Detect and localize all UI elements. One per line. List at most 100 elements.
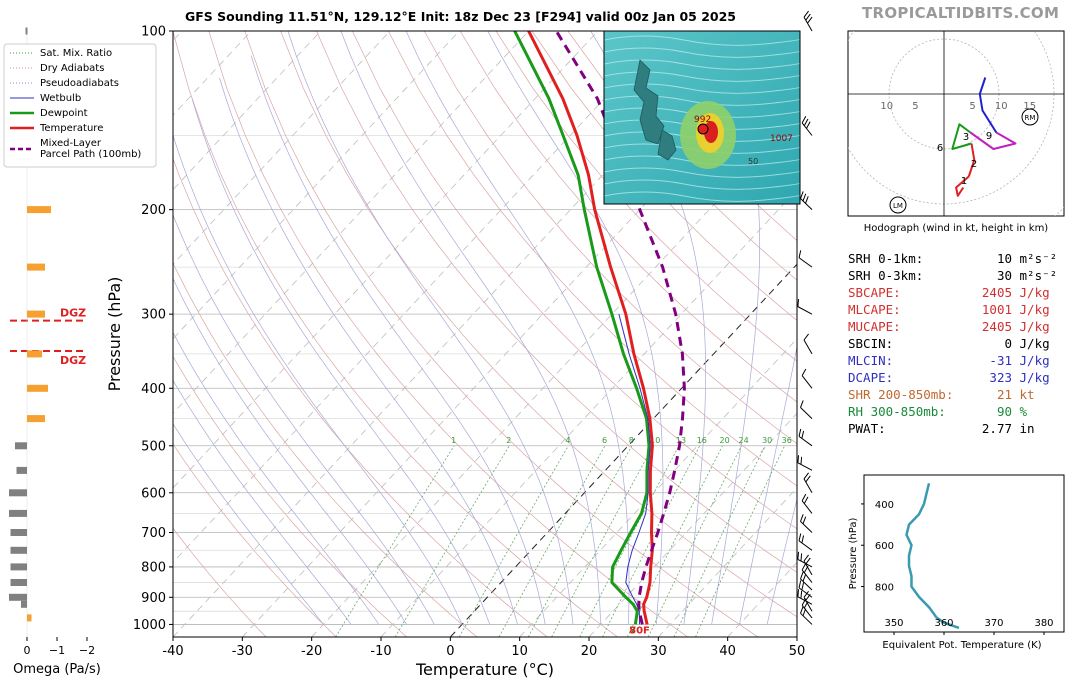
parameter-label: SBCIN: — [848, 336, 894, 351]
omega-bar — [27, 350, 42, 358]
omega-bar — [27, 614, 32, 622]
legend-label-line: Wetbulb — [40, 93, 81, 104]
legend-label-line: Parcel Path (100mb) — [40, 149, 141, 160]
barb-staff — [797, 462, 813, 471]
y-tick-label: 200 — [141, 203, 166, 218]
barb-staff — [801, 375, 813, 389]
omega-bar — [27, 384, 48, 392]
barb-flag — [798, 580, 802, 588]
pseudoadiabat — [173, 379, 352, 625]
hodograph-panel: 10 5 5 10 15 12 3 6 9 RM LM Hodograph (wind in kt, … — [847, 30, 1065, 234]
barb-flag — [805, 475, 811, 483]
hodograph-ring-label: 5 — [969, 101, 975, 112]
omega-bar — [27, 263, 45, 271]
omega-bar — [27, 206, 51, 214]
series-mixed-layer-parcel-path-100mb- — [555, 31, 686, 625]
barb-staff — [798, 257, 813, 268]
mixing-ratio-line — [527, 445, 633, 637]
omega-bar — [21, 600, 27, 608]
legend: Sat. Mix. Ratio Dry Adiabats Pseudoadiabat… — [3, 43, 157, 168]
wind-barb — [798, 533, 813, 551]
parameter-number: 2405 — [981, 285, 1012, 300]
inset-map: 992 1007 50 — [604, 31, 800, 204]
x-tick-label: 30 — [650, 644, 667, 659]
mixing-ratio-label: 2 — [506, 436, 511, 445]
dry-adiabat — [352, 31, 797, 530]
omega-bar — [27, 310, 45, 318]
wind-barb — [803, 333, 813, 355]
hodograph-segment — [955, 175, 970, 197]
barb-flag — [803, 118, 809, 126]
dry-adiabat — [316, 31, 797, 573]
parameter-label: PWAT: — [848, 421, 886, 436]
pseudoadiabat — [340, 31, 602, 625]
theta-e-line — [905, 483, 960, 630]
hodograph-marker-circle — [889, 196, 907, 214]
parameter-row: MLCAPE: 1001 J/kg — [848, 301, 1058, 318]
parameter-number: 2.77 — [981, 421, 1012, 436]
barb-flag — [801, 582, 805, 591]
series-wetbulb — [618, 313, 651, 625]
barb-flag — [802, 193, 807, 202]
map-pressure-label: 1007 — [770, 134, 793, 144]
x-tick-label: 50 — [789, 644, 806, 659]
mixing-ratio-label: 6 — [602, 436, 607, 445]
wind-barb — [798, 250, 813, 268]
hodograph-segment — [967, 143, 976, 177]
mixing-ratio-label: 4 — [565, 436, 570, 445]
barb-flag — [798, 428, 802, 437]
mixing-ratio-line — [602, 445, 701, 637]
barb-flag — [800, 514, 804, 522]
site-credit: TROPICALTIDBITS.COM — [862, 4, 1060, 22]
pseudoadiabat — [173, 277, 407, 625]
parameter-value: 21 kt — [997, 386, 1058, 403]
omega-tick-label: 0 — [24, 644, 31, 657]
parameter-unit: J/kg — [1012, 370, 1050, 385]
legend-label: Wetbulb — [40, 93, 81, 104]
barb-flag — [801, 563, 807, 571]
parameter-value: -31 J/kg — [989, 352, 1058, 369]
wind-barb — [797, 298, 813, 315]
mixing-ratio-line — [673, 445, 766, 637]
pseudoadiabat — [191, 98, 491, 625]
wind-barb — [798, 428, 813, 447]
map-frame — [603, 30, 801, 205]
omega-bar — [9, 489, 27, 497]
y-tick-label: 800 — [141, 560, 166, 575]
hodograph-height-label: 3 — [963, 132, 969, 143]
parameter-row: MUCAPE: 2405 J/kg — [848, 318, 1058, 335]
barb-flag — [805, 196, 809, 204]
wind-barb — [797, 455, 813, 471]
parameter-number: 1001 — [981, 302, 1012, 317]
parameter-value: 323 J/kg — [989, 369, 1058, 386]
y-tick-label: 900 — [141, 591, 166, 606]
hodograph-trace — [951, 77, 1017, 197]
x-tick-label: -10 — [370, 644, 391, 659]
parameter-value: 30 m²s⁻² — [997, 267, 1058, 284]
x-tick-label: -40 — [162, 644, 183, 659]
mixing-ratio-label: 10 — [650, 436, 660, 445]
wind-barbs — [797, 10, 813, 625]
theta-e-panel: 350 360 370 380 400 600 800 Equivalent Pot. Tem… — [848, 474, 1065, 651]
barb-flag — [802, 574, 807, 582]
legend-label-line: Temperature — [39, 123, 103, 134]
x-axis-label: Temperature (°C) — [415, 660, 554, 679]
parameter-label: DCAPE: — [848, 370, 894, 385]
mixing-ratio-line — [551, 445, 654, 637]
hodograph-marker-circle — [1021, 108, 1039, 126]
parameter-row: SBCIN: 0 J/kg — [848, 335, 1058, 352]
parameter-value: 1001 J/kg — [982, 301, 1058, 318]
y-tick-label: 100 — [141, 25, 166, 40]
omega-bar — [16, 466, 27, 474]
barb-flag — [803, 565, 809, 573]
omega-bar — [15, 442, 27, 450]
y-axis-label: Pressure (hPa) — [105, 277, 124, 392]
wind-barb — [801, 563, 813, 583]
barb-flag — [803, 554, 809, 562]
theta-e-x-tick-label: 350 — [884, 618, 903, 629]
dry-adiabat — [423, 31, 797, 445]
dgz-label: DGZ — [60, 307, 86, 320]
barb-flag — [797, 551, 800, 560]
dry-adiabat — [173, 31, 618, 637]
